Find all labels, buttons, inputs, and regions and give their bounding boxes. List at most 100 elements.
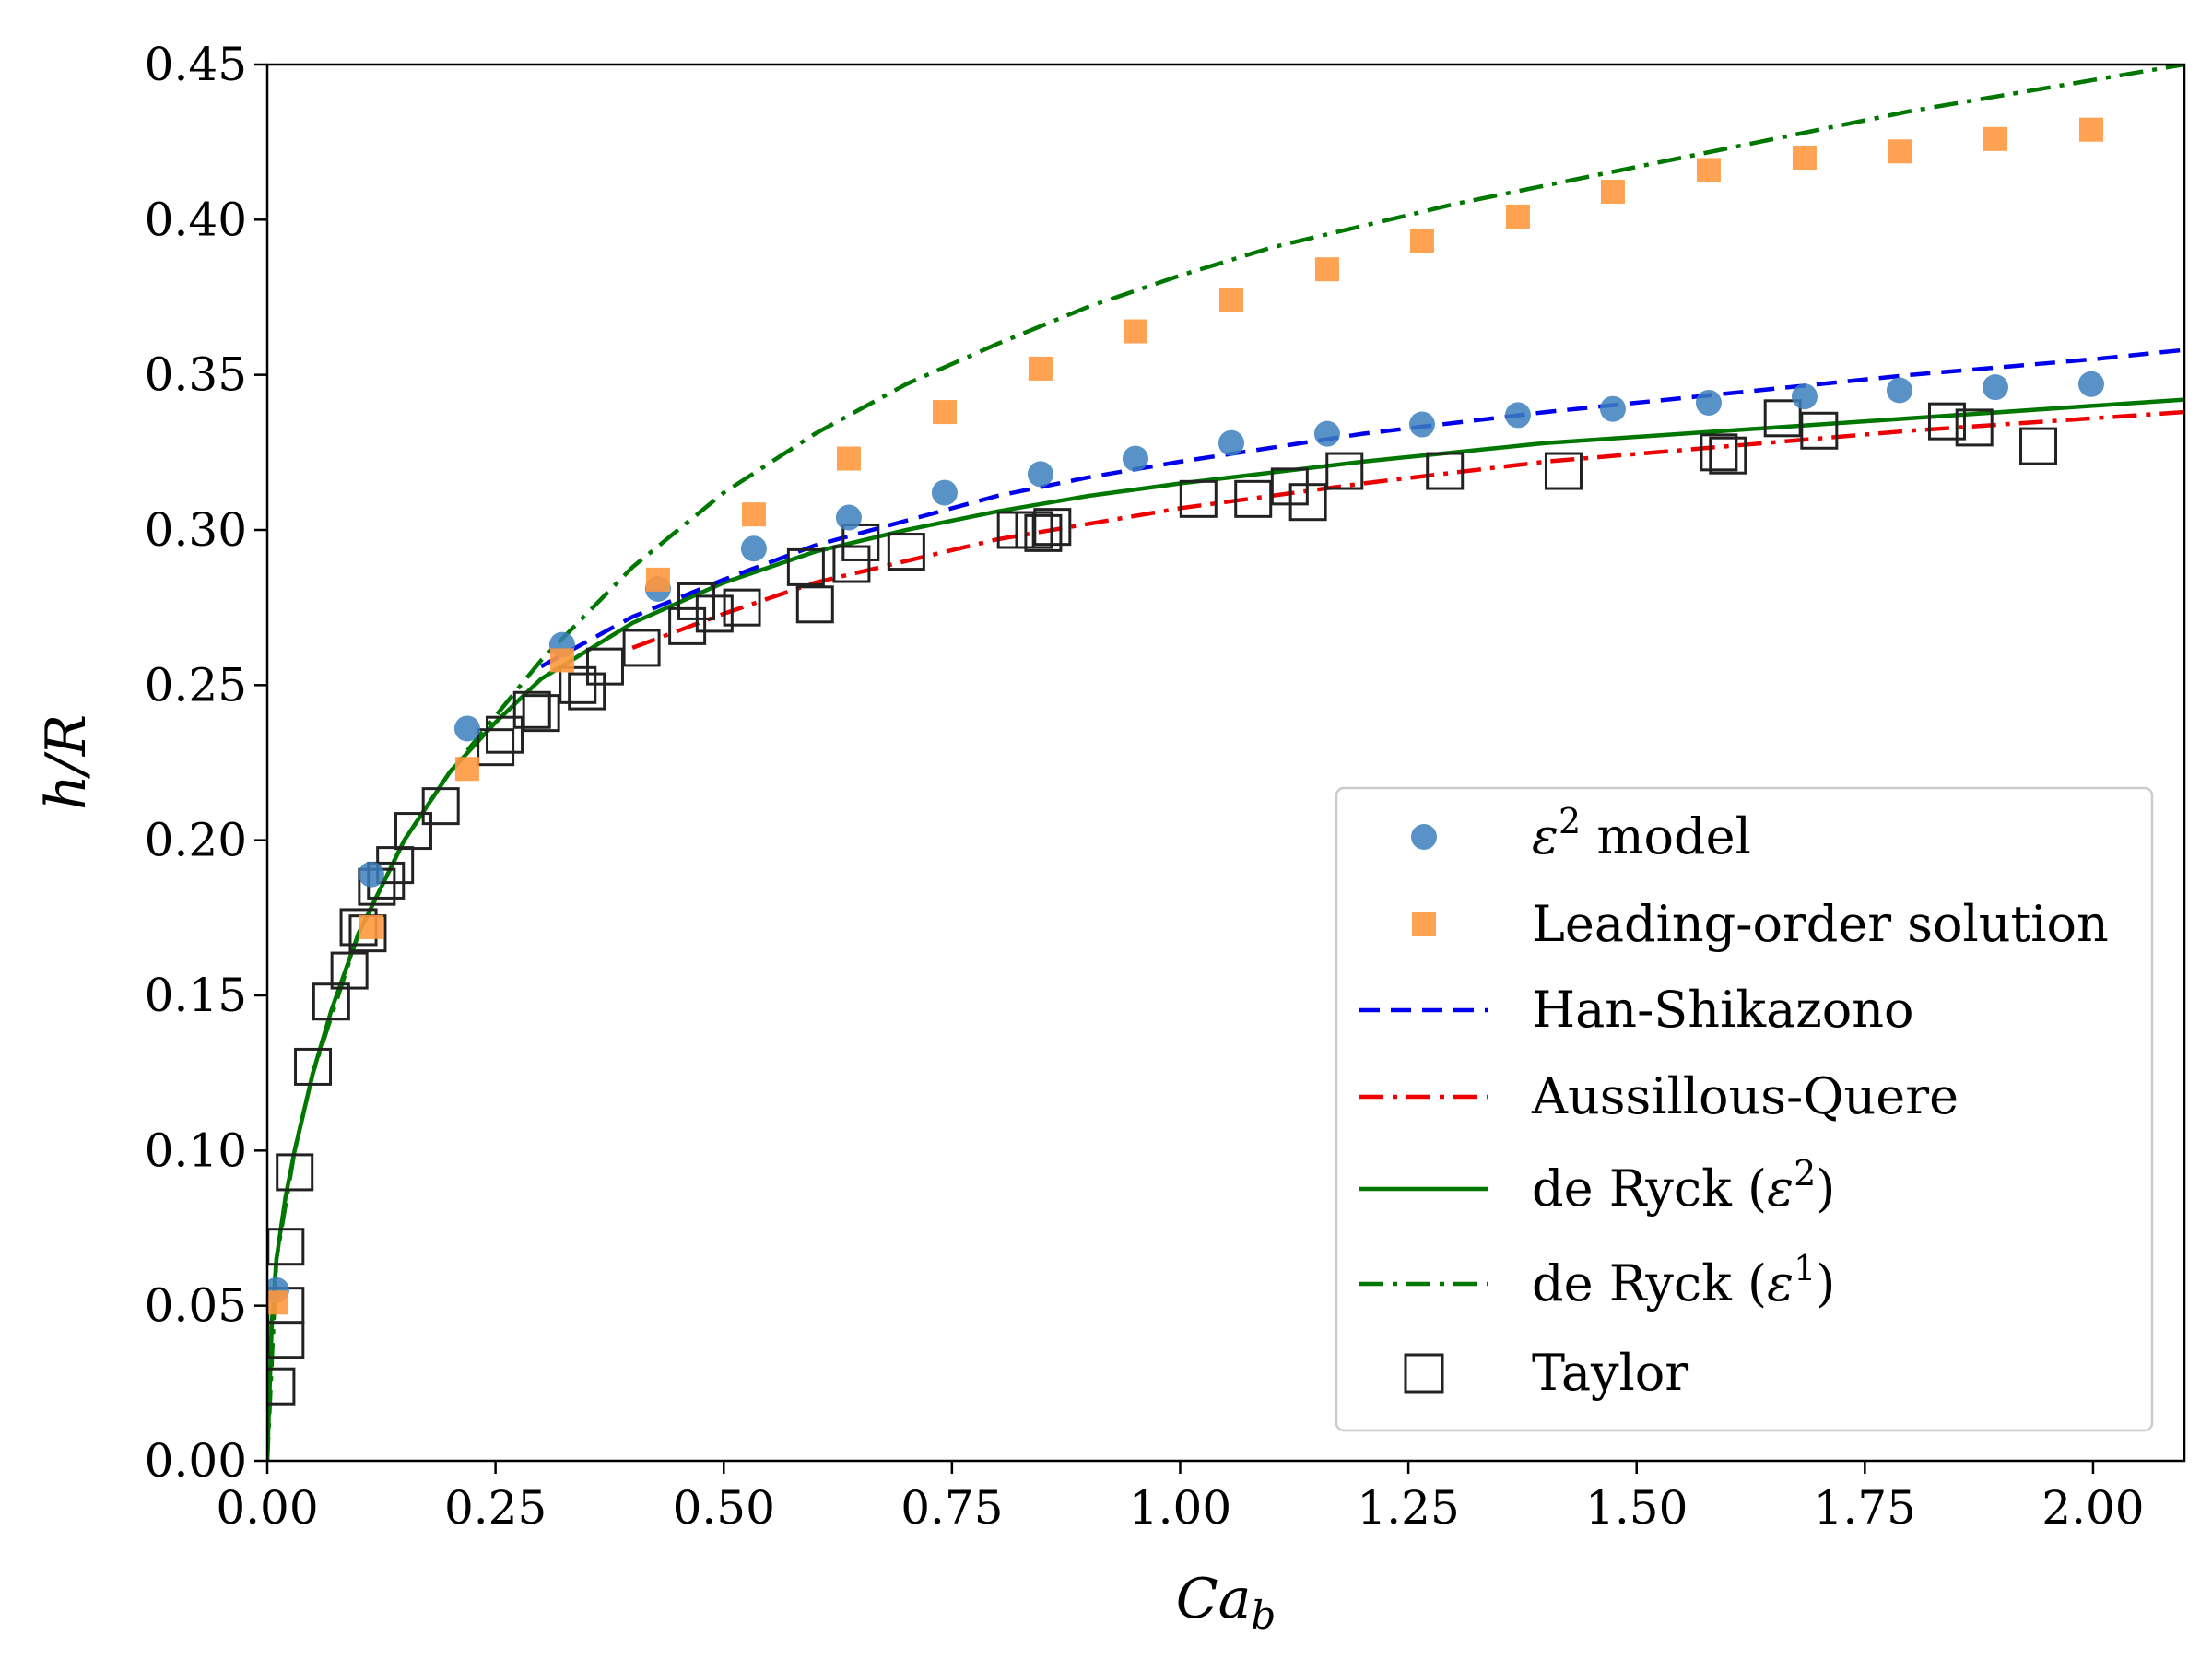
data-point bbox=[1886, 377, 1912, 404]
data-point bbox=[1409, 229, 1434, 253]
data-point bbox=[267, 1367, 296, 1406]
data-point bbox=[2077, 371, 2104, 397]
data-point bbox=[841, 523, 880, 561]
data-point bbox=[1027, 461, 1053, 488]
series-de-ryck bbox=[267, 65, 2184, 1461]
data-point bbox=[1504, 402, 1531, 429]
data-point bbox=[668, 606, 707, 645]
x-axis-ticks: 0.00 0.25 0.50 0.75 1.00 1.25 1.50 1.75 2.00 bbox=[216, 1461, 2145, 1535]
data-point bbox=[1024, 513, 1063, 552]
data-point bbox=[1408, 411, 1435, 438]
data-point bbox=[421, 787, 460, 826]
data-point bbox=[887, 533, 925, 571]
data-point bbox=[522, 694, 560, 733]
x-tick-label: 0.50 bbox=[673, 1481, 775, 1535]
series-model bbox=[267, 371, 2104, 1303]
data-point bbox=[1033, 508, 1072, 547]
data-point bbox=[477, 728, 515, 767]
data-point bbox=[1505, 204, 1530, 229]
y-tick-label: 0.10 bbox=[145, 1124, 247, 1177]
legend-label: ε2 model bbox=[1532, 801, 1751, 865]
x-tick-label: 0.00 bbox=[216, 1481, 318, 1535]
x-axis-label: Cab bbox=[1176, 1567, 1277, 1638]
data-point bbox=[1709, 436, 1747, 475]
data-point bbox=[1325, 452, 1364, 490]
data-point bbox=[294, 1047, 333, 1086]
data-point bbox=[835, 504, 862, 531]
data-point bbox=[931, 479, 958, 506]
legend-swatch bbox=[1411, 824, 1437, 850]
data-point bbox=[486, 715, 524, 754]
data-point bbox=[1983, 126, 2007, 151]
y-tick-label: 0.45 bbox=[145, 38, 247, 91]
data-point bbox=[276, 1153, 314, 1192]
y-tick-label: 0.25 bbox=[145, 658, 247, 712]
data-point bbox=[1982, 374, 2008, 401]
data-point bbox=[1218, 429, 1244, 456]
legend-swatch bbox=[1412, 912, 1436, 936]
data-point bbox=[1791, 383, 1818, 410]
y-tick-label: 0.00 bbox=[145, 1434, 247, 1488]
series-taylor bbox=[267, 399, 2058, 1406]
data-point bbox=[2019, 427, 2058, 465]
y-tick-label: 0.40 bbox=[145, 193, 247, 246]
data-point bbox=[549, 648, 574, 673]
data-point bbox=[832, 545, 871, 583]
y-tick-label: 0.05 bbox=[145, 1279, 247, 1333]
data-point bbox=[1700, 433, 1738, 472]
axes-frame bbox=[265, 63, 2186, 1463]
data-point bbox=[741, 502, 766, 527]
data-point bbox=[1695, 389, 1722, 416]
data-point bbox=[795, 585, 834, 624]
x-tick-label: 1.00 bbox=[1129, 1481, 1231, 1535]
x-tick-label: 0.25 bbox=[444, 1481, 547, 1535]
legend-label: de Ryck (ε2) bbox=[1532, 1153, 1835, 1218]
data-point bbox=[512, 690, 551, 729]
legend-box bbox=[1335, 786, 2154, 1432]
x-tick-label: 0.75 bbox=[900, 1481, 1003, 1535]
data-point bbox=[1313, 420, 1340, 447]
x-tick-label: 1.25 bbox=[1357, 1481, 1459, 1535]
data-point bbox=[836, 446, 861, 471]
data-point bbox=[2078, 117, 2103, 142]
data-point bbox=[1179, 479, 1218, 518]
data-point bbox=[1234, 479, 1273, 518]
data-point bbox=[1763, 399, 1802, 438]
legend-label: de Ryck (ε1) bbox=[1532, 1248, 1835, 1312]
y-tick-label: 0.30 bbox=[145, 503, 247, 557]
data-point bbox=[267, 1290, 288, 1315]
data-point bbox=[622, 629, 661, 667]
data-point bbox=[723, 588, 761, 627]
series-de-ryck bbox=[267, 397, 2184, 1461]
series-leading-order-solution bbox=[267, 117, 2103, 1315]
data-point bbox=[1600, 180, 1625, 205]
data-point bbox=[585, 647, 624, 686]
series-line bbox=[267, 397, 2184, 1461]
data-point bbox=[394, 812, 432, 851]
data-point bbox=[330, 951, 369, 990]
data-point bbox=[1122, 445, 1148, 472]
data-point bbox=[1426, 452, 1465, 490]
data-point bbox=[1955, 408, 1994, 447]
data-point bbox=[1792, 146, 1817, 170]
data-point bbox=[1887, 139, 1912, 164]
x-tick-label: 1.50 bbox=[1585, 1481, 1688, 1535]
data-point bbox=[453, 715, 480, 742]
data-point bbox=[1218, 288, 1243, 312]
y-tick-label: 0.35 bbox=[145, 348, 247, 402]
data-point bbox=[1927, 402, 1966, 441]
data-point bbox=[454, 757, 479, 782]
x-tick-label: 1.75 bbox=[1814, 1481, 1916, 1535]
data-point bbox=[1314, 257, 1339, 282]
data-point bbox=[1028, 356, 1053, 381]
data-point bbox=[932, 400, 957, 425]
x-tick-label: 2.00 bbox=[2041, 1481, 2144, 1535]
data-point bbox=[1544, 452, 1583, 490]
series-line bbox=[267, 65, 2184, 1461]
y-axis-ticks: 0.00 0.05 0.10 0.15 0.20 0.25 0.30 0.35 0.40 0.45 bbox=[145, 38, 267, 1488]
series-layer bbox=[267, 65, 2184, 1461]
legend-label: Leading-order solution bbox=[1532, 895, 2109, 953]
legend-label: Taylor bbox=[1532, 1344, 1688, 1402]
data-point bbox=[359, 914, 383, 939]
